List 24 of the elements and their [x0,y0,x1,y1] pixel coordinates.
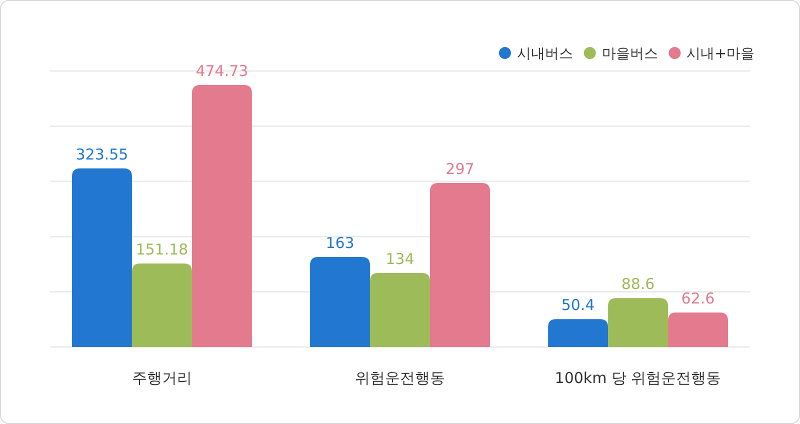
bar [370,273,430,347]
bar [72,168,132,347]
data-label: 323.55 [76,145,128,164]
bar [430,183,490,347]
data-label: 88.6 [621,275,655,294]
data-label: 50.4 [561,296,595,314]
bar [132,264,192,347]
x-tick-label: 주행거리 [132,369,192,387]
bar [310,257,370,347]
x-tick-label: 100km 당 위험운전행동 [554,369,722,387]
bar [668,312,728,347]
bar [192,84,252,347]
legend-label: 시내버스 [516,46,573,62]
x-tick-label: 위험운전행동 [355,369,445,387]
data-label: 62.6 [681,289,715,308]
data-label: 474.73 [196,62,248,80]
legend-label: 마을버스 [602,46,658,62]
data-label: 297 [446,160,474,178]
bar [608,298,668,347]
data-label: 163 [326,234,354,252]
data-label: 134 [386,250,414,268]
data-label: 151.18 [136,240,188,259]
bar [548,319,608,347]
legend-label: 시내+마을 [686,46,754,62]
